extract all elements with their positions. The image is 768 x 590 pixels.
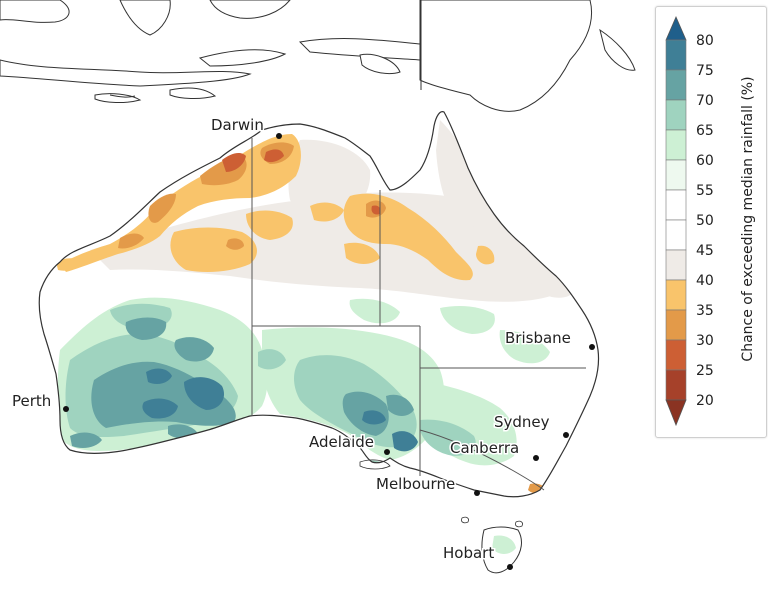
legend-swatch-70-75 — [665, 69, 687, 101]
legend-tick-35: 35 — [696, 303, 714, 319]
city-marker-hobart[interactable] — [507, 564, 513, 570]
city-label-brisbane: Brisbane — [505, 329, 571, 347]
city-markers — [63, 133, 595, 570]
kangaroo-island — [359, 459, 391, 470]
legend-tick-20: 20 — [696, 393, 714, 409]
legend-swatch-75-80 — [665, 39, 687, 71]
legend-swatch-55-60 — [665, 159, 687, 191]
legend-colorbar: 80 75 70 65 60 55 50 45 40 35 30 25 20 C… — [665, 15, 756, 427]
legend-tick-25: 25 — [696, 363, 714, 379]
legend-tick-45: 45 — [696, 243, 714, 259]
rainfall-shading — [56, 120, 580, 495]
city-label-perth: Perth — [12, 392, 51, 410]
city-marker-melbourne[interactable] — [474, 490, 480, 496]
northern-islands — [0, 0, 636, 112]
legend-swatch-25-30 — [665, 339, 687, 371]
city-marker-brisbane[interactable] — [589, 344, 595, 350]
legend-tick-65: 65 — [696, 123, 714, 139]
legend-swatch-65-70 — [665, 99, 687, 131]
city-marker-sydney[interactable] — [563, 432, 569, 438]
legend-swatch-20-25 — [665, 369, 687, 401]
city-marker-adelaide[interactable] — [384, 449, 390, 455]
legend-swatch-50-55 — [665, 189, 687, 221]
legend-tick-30: 30 — [696, 333, 714, 349]
city-label-melbourne: Melbourne — [376, 475, 455, 493]
king-island — [461, 516, 469, 524]
city-label-darwin: Darwin — [211, 116, 264, 134]
legend-panel: 80 75 70 65 60 55 50 45 40 35 30 25 20 C… — [655, 6, 767, 438]
city-labels: Darwin Brisbane Perth Sydney Adelaide Ca… — [11, 115, 573, 564]
flinders-island — [515, 520, 523, 528]
tasmania-shading — [492, 535, 516, 554]
legend-tick-75: 75 — [696, 63, 714, 79]
legend-swatch-40-45 — [665, 249, 687, 281]
legend-swatch-30-35 — [665, 309, 687, 341]
legend-ticks: 80 75 70 65 60 55 50 45 40 35 30 25 20 — [696, 33, 714, 409]
city-label-hobart: Hobart — [443, 544, 494, 562]
legend-arrow-top — [665, 15, 687, 41]
city-marker-darwin[interactable] — [276, 133, 282, 139]
legend-swatch-60-65 — [665, 129, 687, 161]
legend-title: Chance of exceeding median rainfall (%) — [740, 76, 756, 361]
state-borders — [251, 138, 586, 491]
legend-swatch-45-50 — [665, 219, 687, 251]
city-label-sydney: Sydney — [494, 413, 550, 431]
city-label-adelaide: Adelaide — [309, 433, 374, 451]
legend-tick-55: 55 — [696, 183, 714, 199]
legend-tick-50: 50 — [696, 213, 714, 229]
legend-tick-60: 60 — [696, 153, 714, 169]
city-marker-perth[interactable] — [63, 406, 69, 412]
legend-tick-40: 40 — [696, 273, 714, 289]
legend-swatch-35-40 — [665, 279, 687, 311]
legend-tick-80: 80 — [696, 33, 714, 49]
city-label-canberra: Canberra — [450, 439, 519, 457]
legend-tick-70: 70 — [696, 93, 714, 109]
city-marker-canberra[interactable] — [533, 455, 539, 461]
legend-arrow-bottom — [665, 399, 687, 427]
